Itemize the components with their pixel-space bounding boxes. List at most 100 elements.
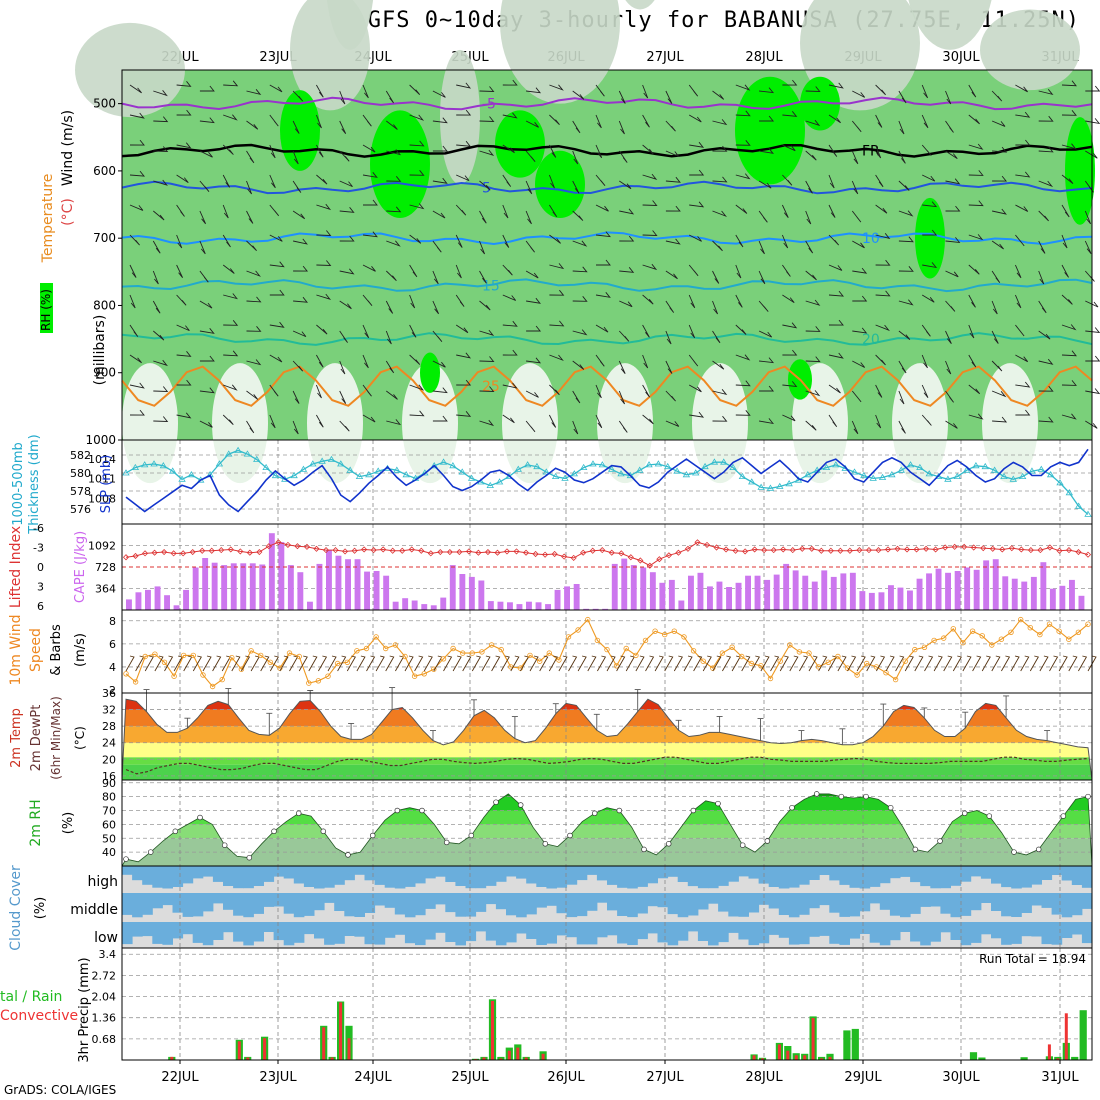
thickness-point xyxy=(635,466,644,473)
wind-barb xyxy=(153,146,169,152)
wind-barb xyxy=(316,260,332,266)
cloud-cell xyxy=(485,893,497,905)
thickness-point xyxy=(878,473,887,480)
wind-barb xyxy=(549,289,565,296)
lifted-index-point xyxy=(208,547,215,554)
wind-barb xyxy=(595,144,603,159)
lifted-index-point xyxy=(665,552,672,559)
wind-barb xyxy=(362,354,369,369)
wind-barb xyxy=(199,300,213,309)
wind-barb xyxy=(665,150,680,157)
wind-barb xyxy=(688,354,699,367)
surface-dry-region xyxy=(597,363,653,484)
wind-barb xyxy=(968,114,980,125)
bottom-day-label: 31JUL xyxy=(1041,1070,1079,1085)
wind-tick-label: 8 xyxy=(109,615,116,628)
wind-barb xyxy=(362,114,372,127)
moist-region xyxy=(1065,117,1095,225)
minmax-bar xyxy=(962,711,969,729)
wind-barb xyxy=(432,415,448,422)
wind-barb xyxy=(688,84,699,97)
cloud-cell xyxy=(415,866,426,884)
thickness-point xyxy=(178,475,186,482)
lifted-index-point xyxy=(132,552,139,560)
wind-barb xyxy=(991,330,999,344)
cloud-cell xyxy=(132,893,143,918)
pressure-tick-label: 700 xyxy=(93,231,116,245)
wind-barb xyxy=(176,142,192,149)
cape-tick-label: 364 xyxy=(95,583,116,596)
wind-barb xyxy=(898,420,906,434)
rh-bands xyxy=(122,793,1092,866)
wind-speed-point xyxy=(373,634,379,640)
wind-barb xyxy=(1038,180,1054,188)
rh-tick-label: 70 xyxy=(102,805,116,818)
wind-barb-10m xyxy=(885,655,895,672)
wind-barb xyxy=(572,296,588,302)
cloud-cell xyxy=(202,866,214,877)
cloud-cell xyxy=(879,922,891,946)
wind-barb xyxy=(642,84,649,99)
wind-speed-point xyxy=(594,637,601,644)
minmax-bar xyxy=(880,703,887,727)
wind-barb xyxy=(1085,327,1100,334)
cape-bar xyxy=(316,563,323,610)
wind-barb xyxy=(199,150,213,158)
wind-barb xyxy=(595,84,605,97)
wind-barb-10m xyxy=(577,655,587,672)
cape-bar xyxy=(1030,576,1037,610)
cape-bar xyxy=(707,586,713,610)
rh-point xyxy=(197,814,203,821)
cloud-cell xyxy=(445,922,456,942)
cape-bar xyxy=(183,589,189,610)
wind-barb xyxy=(292,90,304,102)
precip-tick-label: 2.72 xyxy=(92,969,117,982)
wind-barb-10m xyxy=(568,655,578,672)
wind-barb xyxy=(246,359,262,366)
wind-barb xyxy=(222,414,234,426)
lifted-index-point xyxy=(522,549,530,556)
cloud-cell xyxy=(273,893,285,907)
wind-barb xyxy=(129,112,145,119)
precip-convective-bar xyxy=(786,1050,790,1060)
wind-barb xyxy=(945,420,958,429)
cape-bar xyxy=(773,574,780,610)
wind-barb xyxy=(921,384,929,398)
lifted-index-point xyxy=(427,550,434,557)
wind-speed-point xyxy=(171,673,177,679)
wind-barb xyxy=(618,360,626,374)
wind-barb-10m xyxy=(866,655,876,672)
wind-barb xyxy=(479,419,495,427)
temperature-band xyxy=(122,757,1092,765)
pressure-tick-label: 500 xyxy=(93,97,116,111)
cape-bar xyxy=(278,542,285,610)
wind-barb xyxy=(199,210,207,225)
wind-barb xyxy=(1061,264,1069,278)
wind-barb xyxy=(246,270,261,277)
cloud-cell xyxy=(526,866,537,884)
wind-barb-10m xyxy=(289,655,299,672)
wind-barb xyxy=(292,150,299,165)
thickness-point xyxy=(225,450,233,457)
wind-barb-10m xyxy=(683,655,693,672)
rh-point xyxy=(863,793,869,800)
cloud-cell xyxy=(980,866,992,879)
wind-barb xyxy=(1061,204,1070,218)
wind-barb xyxy=(665,390,676,402)
cloud-cell xyxy=(223,922,234,933)
wind-barb xyxy=(922,229,938,236)
thickness-point xyxy=(449,462,457,469)
wind-barb xyxy=(525,210,532,225)
wind-barb xyxy=(595,324,609,333)
wind-barb xyxy=(968,264,980,275)
lifted-index-point xyxy=(961,543,968,550)
lifted-tick-label: 6 xyxy=(37,600,44,613)
rh-point xyxy=(419,807,425,814)
cape-bar xyxy=(545,604,551,610)
wind-barb xyxy=(479,386,495,392)
wind-speed-point xyxy=(479,649,485,655)
cloud-cell xyxy=(566,922,578,938)
lifted-index-point xyxy=(199,547,206,554)
wind-barb xyxy=(968,84,977,98)
rh-band xyxy=(122,796,1092,811)
